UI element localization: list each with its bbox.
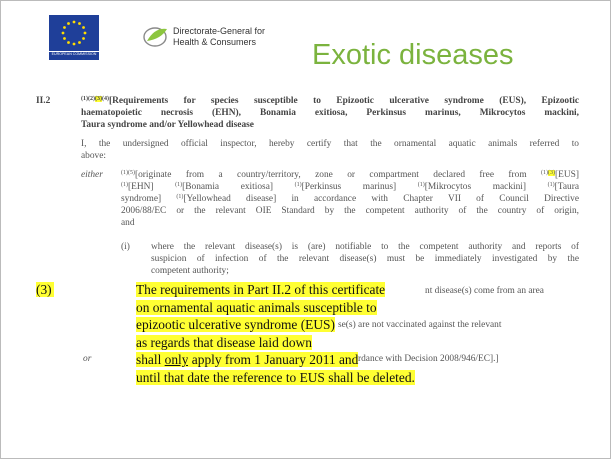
- text-segment: epizootic ulcerative syndrome (EUS): [136, 317, 335, 333]
- text-line: syndrome] (1)[Yellowhead disease] in acc…: [121, 193, 579, 205]
- text-line: Taura syndrome and/or Yellowhead disease: [81, 119, 579, 131]
- text-segment: apply from 1 January 2011 and: [188, 352, 359, 368]
- superscript: (1): [541, 170, 549, 176]
- superscript: (1): [417, 182, 425, 188]
- text-line: haematopoietic necrosis (EHN), Bonamia e…: [81, 107, 579, 119]
- text-segment: The requirements in Part II.2 of this ce…: [136, 282, 386, 297]
- obscured-fragment: or: [83, 354, 92, 364]
- text-segment: suspicion of infection of the relevant d…: [151, 254, 579, 264]
- dg-line1: Directorate-General for: [173, 26, 266, 36]
- text-segment: [Bonamia exitiosa]: [182, 182, 295, 192]
- logo-caption: EUROPEAN COMMISSION: [51, 52, 97, 56]
- text-line: above:: [81, 150, 579, 162]
- superscript: (1)(5): [121, 170, 135, 176]
- text-segment: syndrome]: [121, 194, 177, 204]
- text-segment: until that date the reference to EUS sha…: [136, 369, 415, 385]
- text-segment: [originate from a country/territory, zon…: [135, 170, 542, 180]
- text-segment: [EUS]: [555, 170, 579, 180]
- text-segment: [Yellowhead disease] in accordance with …: [183, 194, 579, 204]
- note-line: on ornamental aquatic animals susceptibl…: [136, 299, 415, 317]
- note-line: epizootic ulcerative syndrome (EUS): [136, 316, 415, 334]
- dg-logo: [143, 27, 167, 47]
- note-line: until that date the reference to EUS sha…: [136, 369, 415, 387]
- text-line: 2006/88/EC or the relevant OIE Standard …: [121, 205, 579, 217]
- superscript: (3): [95, 96, 102, 102]
- text-segment: competent authority;: [151, 266, 229, 276]
- either-text: (1)(5)[originate from a country/territor…: [121, 169, 579, 229]
- note-line: The requirements in Part II.2 of this ce…: [136, 281, 415, 299]
- text-segment: and: [121, 218, 135, 228]
- note-line: as regards that disease laid down: [136, 334, 415, 352]
- text-segment: as regards that disease laid down: [136, 334, 312, 350]
- superscript: (1): [547, 182, 555, 188]
- obscured-fragment: se(s) are not vaccinated against the rel…: [338, 320, 502, 330]
- note-text: The requirements in Part II.2 of this ce…: [136, 281, 415, 387]
- text-segment: haematopoietic necrosis (EHN), Bonamia e…: [81, 108, 579, 118]
- either-label: either: [81, 170, 103, 180]
- item-text: where the relevant disease(s) is (are) n…: [151, 241, 579, 277]
- superscript: (1)(2): [81, 96, 95, 102]
- text-segment: shall: [136, 352, 165, 368]
- note-number: (3): [36, 282, 54, 297]
- text-line: competent authority;: [151, 265, 579, 277]
- text-line: (1)(2)(3)(4)[Requirements for species su…: [81, 95, 579, 107]
- section-number: II.2: [36, 96, 51, 106]
- text-segment: [Mikrocytos mackini]: [424, 182, 548, 192]
- text-segment: on ornamental aquatic animals susceptibl…: [136, 299, 377, 315]
- note-line: shall only apply from 1 January 2011 and: [136, 351, 415, 369]
- text-segment: where the relevant disease(s) is (are) n…: [151, 242, 579, 252]
- text-segment: above:: [81, 151, 106, 161]
- dg-line2: Health & Consumers: [173, 37, 257, 47]
- text-line: (1)(5)[originate from a country/territor…: [121, 169, 579, 181]
- intro: I, the undersigned official inspector, h…: [81, 138, 579, 162]
- superscript: (1): [175, 182, 183, 188]
- superscript: (3): [548, 170, 556, 176]
- text-segment: only: [164, 352, 189, 368]
- obscured-fragment: nt disease(s) come from an area: [425, 286, 544, 296]
- text-segment: [Perkinsus marinus]: [301, 182, 418, 192]
- obscured-fragment: rdance with Decision 2008/946/EC].]: [358, 354, 499, 364]
- text-segment: Taura syndrome and/or Yellowhead disease: [81, 120, 254, 130]
- text-segment: 2006/88/EC or the relevant OIE Standard …: [121, 206, 579, 216]
- text-segment: I, the undersigned official inspector, h…: [81, 139, 579, 149]
- superscript: (4): [102, 96, 109, 102]
- text-segment: [Taura: [554, 182, 579, 192]
- item-label: (i): [121, 242, 130, 252]
- section-heading: (1)(2)(3)(4)[Requirements for species su…: [81, 95, 579, 131]
- text-line: and: [121, 217, 579, 229]
- text-line: (1)[EHN] (1)[Bonamia exitiosa] (1)[Perki…: [121, 181, 579, 193]
- superscript: (1): [176, 194, 184, 200]
- text-segment: [Requirements for species susceptible to…: [109, 96, 579, 106]
- text-line: I, the undersigned official inspector, h…: [81, 138, 579, 150]
- text-line: where the relevant disease(s) is (are) n…: [151, 241, 579, 253]
- text-segment: [EHN]: [128, 182, 176, 192]
- superscript: (1): [121, 182, 128, 188]
- slide-title: Exotic diseases: [312, 39, 514, 71]
- text-line: suspicion of infection of the relevant d…: [151, 253, 579, 265]
- superscript: (1): [294, 182, 302, 188]
- eu-logo: [49, 15, 99, 60]
